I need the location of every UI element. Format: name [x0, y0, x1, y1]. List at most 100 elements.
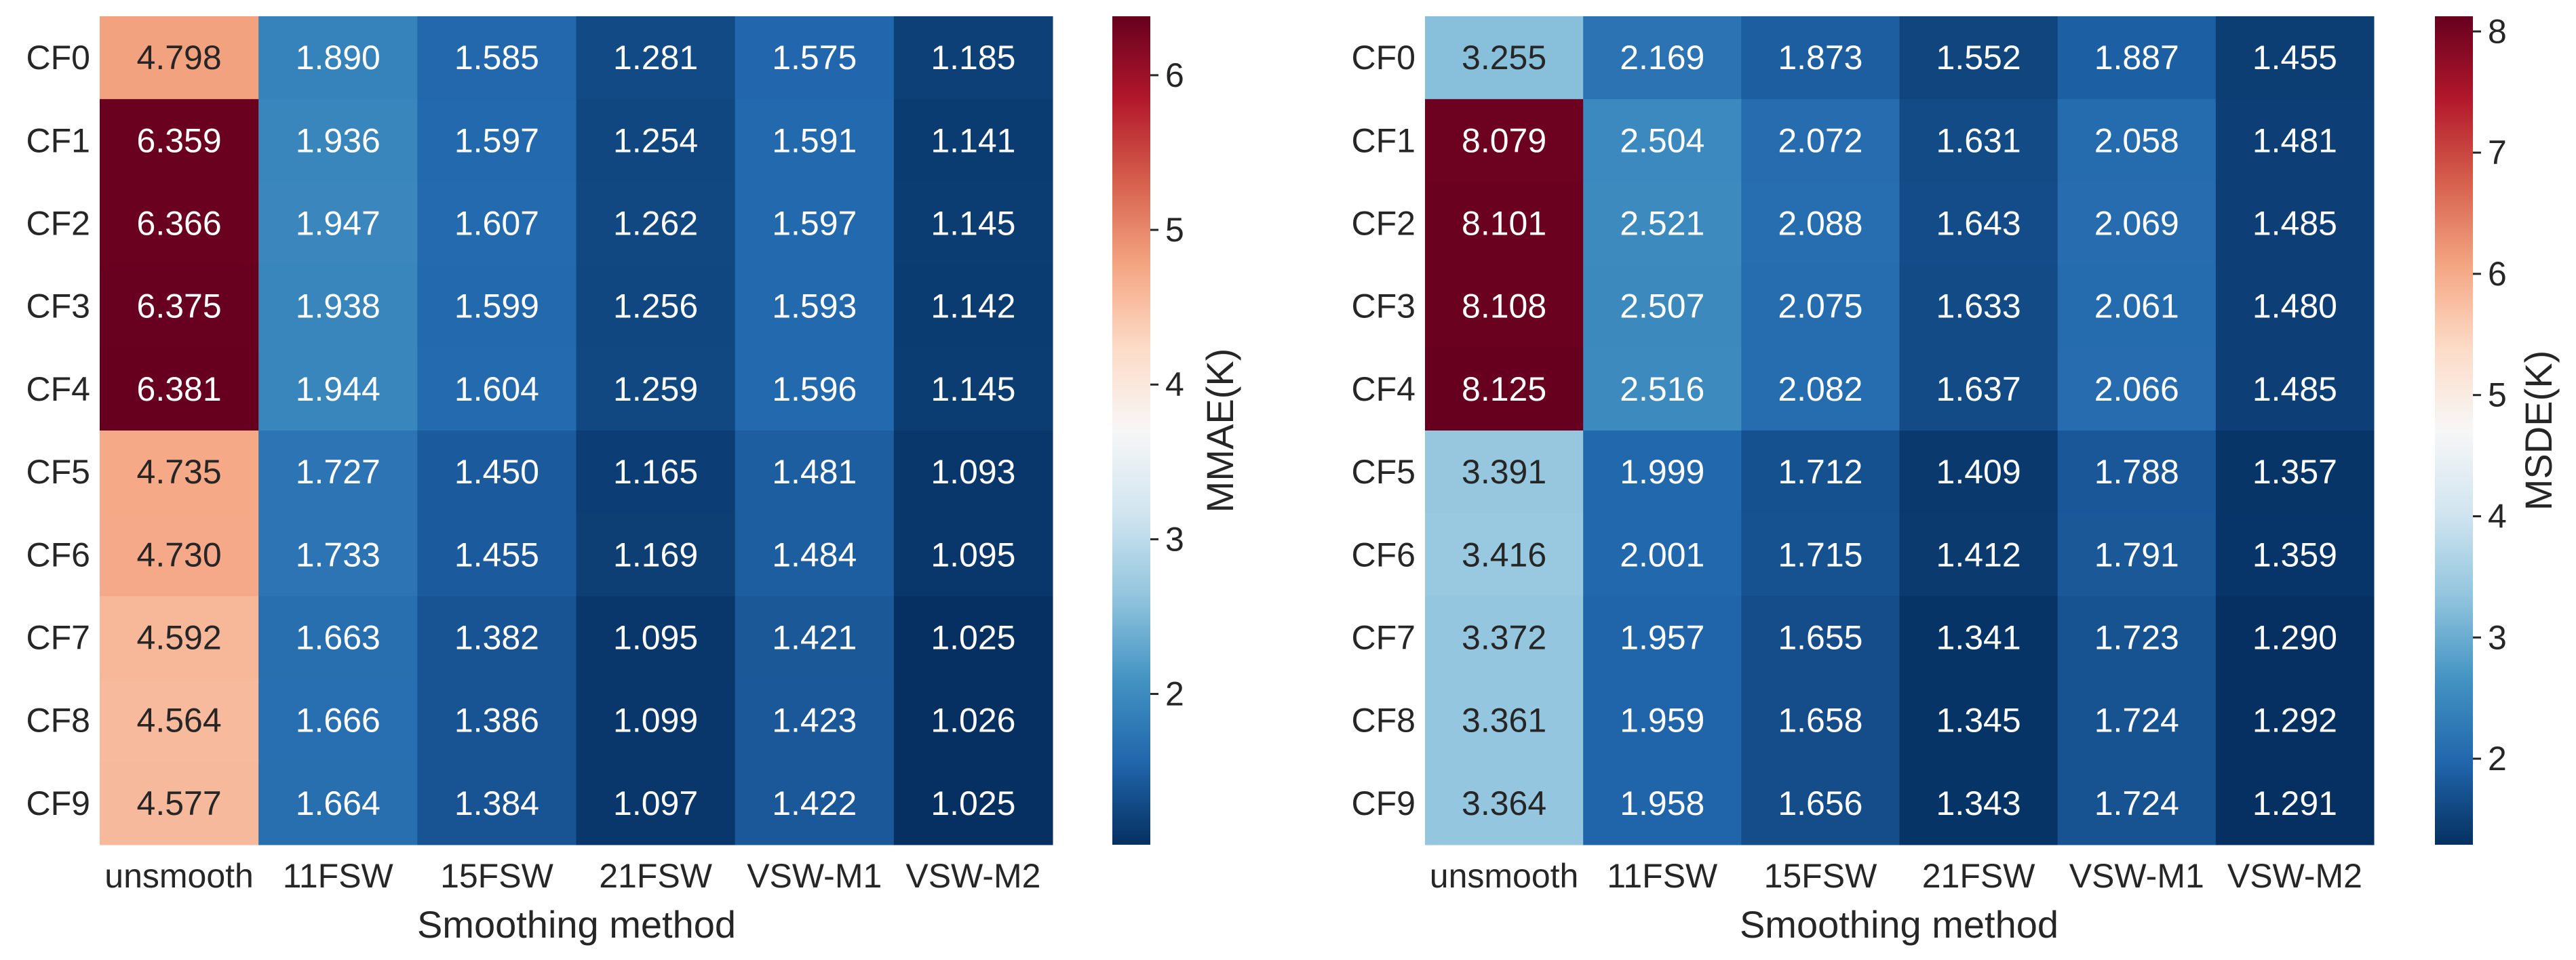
msde-cell-value: 1.724 [2094, 784, 2179, 822]
msde-cell-value: 2.058 [2094, 121, 2179, 159]
mmae-cell [576, 679, 736, 763]
mmae-cell-value: 1.386 [454, 702, 539, 740]
msde-cell [2057, 679, 2217, 763]
mmae-colorbar-tick-label: 5 [1165, 211, 1184, 249]
msde-cell-value: 2.061 [2094, 287, 2179, 325]
mmae-cell-value: 6.366 [137, 205, 222, 243]
mmae-cell [417, 16, 577, 100]
msde-cell-value: 2.507 [1620, 287, 1704, 325]
mmae-heatmap-cells: 4.798 1.890 1.585 1.281 1.575 1.185 6.359 1.936… [100, 16, 1053, 845]
msde-cell [1899, 761, 2058, 845]
msde-cell-value: 2.521 [1620, 205, 1704, 243]
msde-cell-value: 1.958 [1620, 784, 1704, 822]
msde-cell [1425, 596, 1584, 680]
msde-cell-value: 1.455 [2252, 39, 2337, 77]
msde-colorbar-tick-label: 7 [2488, 134, 2507, 172]
msde-cell-value: 1.655 [1778, 619, 1862, 657]
msde-cell-value: 1.957 [1620, 619, 1704, 657]
mmae-cell-value: 1.185 [931, 39, 1015, 77]
mmae-cell [417, 347, 577, 431]
mmae-cell [576, 16, 736, 100]
mmae-cell-value: 1.727 [296, 453, 380, 491]
msde-colorbar-tick-label: 6 [2488, 255, 2507, 293]
msde-cell [2215, 16, 2375, 100]
mmae-cell [417, 596, 577, 680]
mmae-cell [893, 679, 1053, 763]
msde-row-label: CF4 [1352, 370, 1416, 408]
mmae-cell [100, 264, 259, 348]
mmae-cell [258, 761, 418, 845]
msde-cell-value: 1.723 [2094, 619, 2179, 657]
mmae-cell-value: 1.165 [613, 453, 698, 491]
msde-cell [1583, 513, 1742, 597]
mmae-x-axis-label: Smoothing method [417, 903, 736, 946]
msde-cell-value: 3.416 [1462, 536, 1546, 574]
mmae-cell [893, 264, 1053, 348]
msde-column-label: 15FSW [1764, 857, 1878, 895]
msde-cell [1741, 347, 1900, 431]
mmae-cell [100, 99, 259, 182]
mmae-cell [893, 16, 1053, 100]
msde-cell-value: 1.409 [1936, 453, 2021, 491]
msde-cell-value: 1.359 [2252, 536, 2337, 574]
msde-row-label: CF9 [1352, 784, 1416, 822]
mmae-column-labels: unsmooth 11FSW 15FSW 21FSW VSW-M1 VSW-M2 [104, 857, 1040, 895]
msde-cell [1899, 513, 2058, 597]
mmae-row-label: CF6 [26, 536, 90, 574]
mmae-cell [893, 347, 1053, 431]
msde-cell-value: 2.072 [1778, 121, 1862, 159]
mmae-cell [417, 679, 577, 763]
msde-cell-value: 1.656 [1778, 784, 1862, 822]
mmae-column-label: 21FSW [599, 857, 713, 895]
msde-cell [2057, 596, 2217, 680]
msde-cell [2057, 513, 2217, 597]
mmae-cell-value: 6.359 [137, 121, 222, 159]
mmae-cell [576, 761, 736, 845]
msde-cell [2215, 513, 2375, 597]
mmae-cell-value: 4.564 [137, 702, 222, 740]
mmae-cell [735, 182, 895, 266]
mmae-cell-value: 1.597 [772, 205, 857, 243]
mmae-cell [576, 99, 736, 182]
msde-cell [1899, 16, 2058, 100]
msde-row-label: CF2 [1352, 205, 1416, 243]
mmae-cell-value: 1.141 [931, 121, 1015, 159]
mmae-cell-value: 1.585 [454, 39, 539, 77]
msde-cell-value: 1.643 [1936, 205, 2021, 243]
mmae-cell [735, 99, 895, 182]
msde-colorbar-tick-label: 4 [2488, 497, 2507, 535]
msde-cell [1899, 679, 2058, 763]
msde-cell-value: 3.361 [1462, 702, 1546, 740]
mmae-colorbar-tick-label: 4 [1165, 365, 1184, 403]
msde-row-label: CF6 [1352, 536, 1416, 574]
mmae-cell [735, 16, 895, 100]
mmae-cell [735, 431, 895, 514]
msde-cell-value: 2.066 [2094, 370, 2179, 408]
msde-cell-value: 1.412 [1936, 536, 2021, 574]
mmae-colorbar-ticks: 2 3 4 5 6 [1150, 56, 1184, 713]
mmae-cell [893, 513, 1053, 597]
mmae-colorbar [1112, 16, 1150, 845]
msde-colorbar-ticks: 2 3 4 5 6 7 8 [2473, 12, 2507, 778]
mmae-cell-value: 1.596 [772, 370, 857, 408]
msde-cell-value: 1.788 [2094, 453, 2179, 491]
mmae-colorbar-tick-label: 3 [1165, 520, 1184, 558]
msde-cell [2215, 182, 2375, 266]
mmae-cell-value: 1.599 [454, 287, 539, 325]
mmae-cell-value: 4.592 [137, 619, 222, 657]
msde-cell [1583, 16, 1742, 100]
msde-cell [2057, 264, 2217, 348]
msde-column-label: 21FSW [1922, 857, 2036, 895]
mmae-cell [576, 513, 736, 597]
mmae-colorbar-label: MMAE(K) [1198, 348, 1241, 513]
mmae-row-label: CF1 [26, 121, 90, 159]
mmae-cell-value: 1.169 [613, 536, 698, 574]
mmae-cell-value: 1.142 [931, 287, 1015, 325]
mmae-cell [100, 679, 259, 763]
mmae-cell-value: 1.663 [296, 619, 380, 657]
mmae-cell-value: 1.256 [613, 287, 698, 325]
mmae-cell [417, 431, 577, 514]
msde-cell [1899, 347, 2058, 431]
mmae-row-label: CF8 [26, 702, 90, 740]
